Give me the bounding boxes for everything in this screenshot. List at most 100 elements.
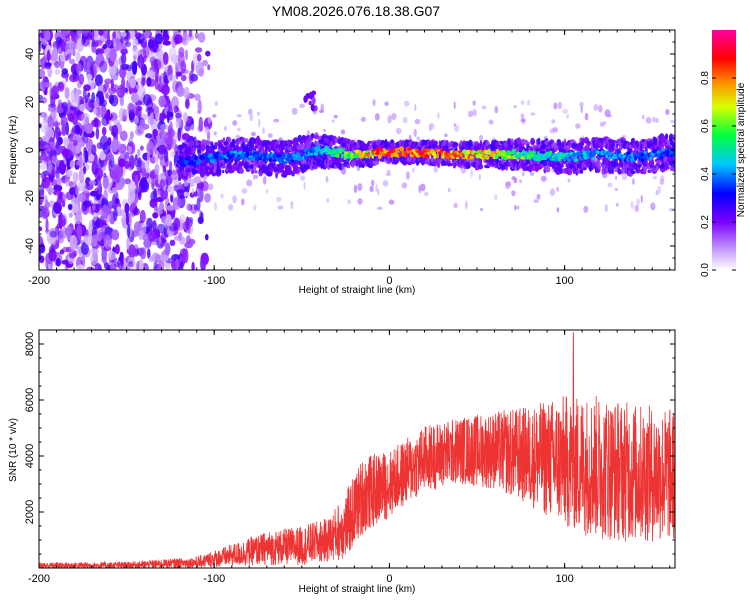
noise-blob [98, 30, 104, 36]
noise-blob [179, 214, 186, 224]
track-halo [669, 165, 673, 172]
noise-blob [56, 36, 63, 45]
track-core [506, 155, 512, 159]
noise-blob [72, 48, 76, 57]
noise-blob [162, 52, 169, 65]
speckle-blob [405, 171, 410, 180]
noise-blob [154, 205, 159, 212]
speckle-blob [603, 120, 607, 125]
track-core [421, 154, 426, 158]
noise-blob [87, 92, 91, 98]
noise-blob [63, 136, 68, 148]
noise-blob [67, 113, 75, 122]
speckle-blob [465, 200, 468, 210]
track-core [232, 150, 238, 154]
noise-blob [79, 103, 85, 112]
colorbar-ticks: 0.00.20.40.60.8 [700, 71, 736, 277]
noise-blob [130, 30, 136, 40]
track-core [407, 147, 413, 151]
noise-blob [112, 31, 116, 40]
noise-blob [153, 58, 162, 71]
noise-blob [175, 258, 180, 270]
noise-blob [155, 48, 164, 60]
track-halo [188, 140, 194, 148]
track-halo [392, 142, 395, 146]
speckle-blob [318, 109, 324, 114]
noise-blob [114, 261, 120, 268]
track-halo [567, 167, 573, 175]
speckle-blob [645, 116, 652, 124]
track-core [225, 151, 231, 155]
y-tick-label: 6000 [24, 388, 36, 412]
speckle-blob [551, 119, 556, 124]
track-core [591, 157, 596, 161]
noise-blob [194, 93, 201, 101]
noise-blob [54, 68, 61, 75]
track-halo [299, 143, 306, 151]
track-halo [526, 141, 530, 145]
speckle-blob [453, 202, 458, 209]
annotation-blob [303, 95, 308, 103]
noise-blob [168, 222, 178, 232]
noise-blob [65, 173, 70, 187]
track-core [178, 155, 184, 161]
speckle-blob [375, 183, 378, 193]
speckle-blob [414, 104, 417, 112]
noise-blob [157, 144, 167, 155]
noise-blob [148, 39, 155, 49]
noise-blob [86, 73, 93, 81]
noise-blob [69, 187, 76, 195]
noise-blob [122, 108, 128, 121]
speckle-blob [562, 108, 568, 114]
track-halo [671, 160, 675, 168]
track-core [511, 148, 516, 154]
noise-blob [170, 151, 176, 158]
speckle-blob [488, 119, 494, 125]
track-core [478, 149, 483, 153]
noise-blob [197, 99, 202, 113]
noise-blob [71, 30, 76, 42]
noise-blob [164, 30, 169, 39]
speckle-blob [220, 193, 224, 199]
annotation-blob [310, 103, 315, 111]
noise-blob [113, 38, 121, 52]
track-core [571, 157, 574, 161]
speckle-blob [276, 196, 282, 203]
speckle-blob [429, 123, 435, 130]
track-halo [267, 171, 273, 176]
track-halo [559, 168, 564, 174]
noise-blob [74, 214, 83, 225]
speckle-blob [254, 175, 259, 179]
noise-blob [112, 163, 119, 174]
noise-blob [47, 115, 53, 128]
track-core [425, 148, 431, 153]
noise-blob [44, 82, 53, 88]
track-halo [221, 165, 226, 169]
speckle-blob [384, 101, 389, 106]
noise-blob [197, 125, 204, 132]
speckle-blob [513, 105, 517, 109]
track-core [186, 155, 192, 160]
noise-blob [158, 75, 162, 84]
noise-blob [41, 176, 51, 189]
speckle-blob [387, 115, 392, 124]
noise-blob [81, 112, 90, 126]
noise-blob [125, 64, 132, 72]
noise-blob [70, 88, 80, 104]
noise-blob [95, 127, 100, 140]
noise-blob [128, 261, 134, 268]
track-halo [366, 142, 370, 147]
track-halo [241, 137, 246, 144]
colorbar-gradient [712, 30, 736, 270]
noise-blob [137, 148, 141, 157]
speckle-blob [529, 172, 535, 176]
noise-blob [162, 165, 167, 173]
noise-blob [105, 92, 109, 99]
noise-blob [138, 230, 143, 241]
speckle-blob [665, 109, 670, 115]
track-halo [249, 164, 255, 170]
noise-blob [142, 30, 151, 39]
noise-blob [193, 191, 199, 197]
noise-blob [185, 235, 191, 245]
